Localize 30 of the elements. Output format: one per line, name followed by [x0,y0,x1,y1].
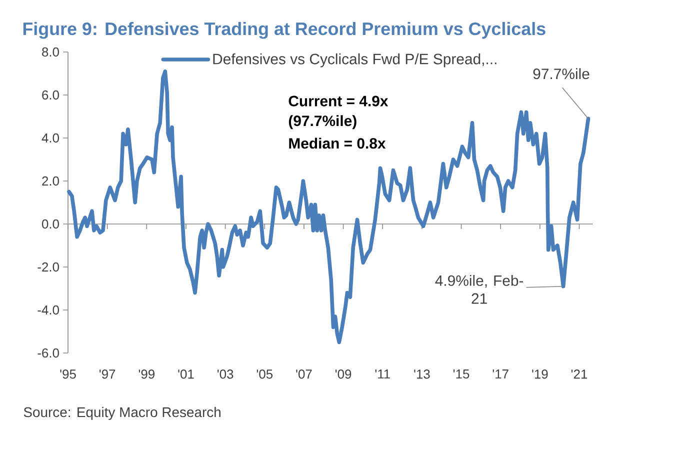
x-tick-label: '03 [218,370,234,379]
x-tick-label: '07 [296,370,312,379]
annotation: 97.7%ile [533,68,590,80]
annotation: 4.9%ile, Feb-21 [435,274,524,304]
x-tick-label: '99 [138,370,154,379]
x-tick-label: '17 [492,370,508,378]
x-tick-label: '15 [453,370,470,379]
x-tick-label: '21 [571,370,588,379]
y-tick-label: 8.0 [42,47,59,57]
y-tick-label: 4.0 [42,133,59,143]
annotation: Current = 4.9x [288,96,388,106]
x-tick-label: '97 [100,370,116,379]
annotation: (97.7%ile) [288,115,356,130]
y-tick-label: 2.0 [42,176,59,186]
y-tick-label: -2.0 [38,262,59,272]
y-tick-label: -6.0 [38,348,59,358]
chart-title: Figure 9: Defensives Trading at Record Premium vs Cyclicals [23,22,546,39]
x-tick-label: '11 [375,370,390,378]
annotation: Median = 0.8x [289,138,386,149]
y-tick-label: 0.0 [42,219,59,229]
x-tick-label: '95 [60,370,76,379]
x-tick-label: '01 [178,370,194,379]
x-tick-label: '05 [256,370,273,379]
x-tick-label: '09 [336,370,352,379]
legend-label: Defensives vs Cyclicals Fwd P/E Spread,... [213,53,496,68]
y-tick-label: -4.0 [38,305,59,315]
x-tick-label: '13 [414,370,430,379]
source-note: Source: Equity Macro Research [24,406,220,420]
y-tick-label: 6.0 [42,90,59,100]
x-tick-label: '19 [532,370,548,379]
